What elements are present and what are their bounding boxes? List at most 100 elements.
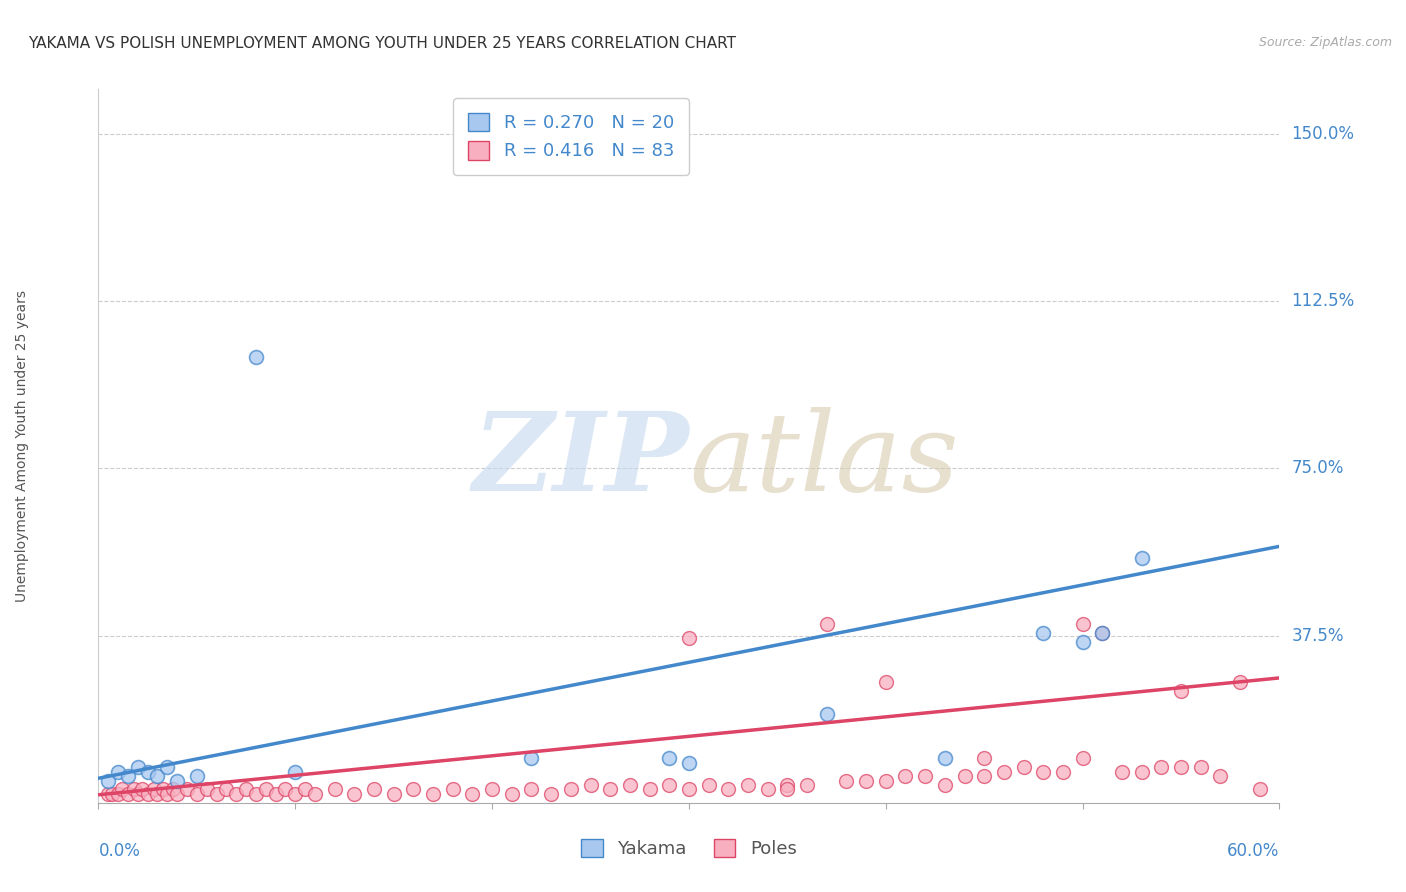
Point	[1052, 764, 1074, 779]
Point	[294, 782, 316, 797]
Text: 0.0%: 0.0%	[98, 842, 141, 860]
Point	[1170, 760, 1192, 774]
Point	[284, 764, 307, 779]
Point	[441, 782, 464, 797]
Point	[953, 769, 976, 783]
Legend: Yakama, Poles: Yakama, Poles	[574, 831, 804, 865]
Point	[776, 778, 799, 792]
Point	[343, 787, 366, 801]
Point	[717, 782, 740, 797]
Point	[264, 787, 287, 801]
Point	[166, 773, 188, 788]
Point	[1189, 760, 1212, 774]
Point	[973, 769, 995, 783]
Point	[122, 782, 145, 797]
Text: 150.0%: 150.0%	[1291, 125, 1354, 143]
Text: 37.5%: 37.5%	[1291, 626, 1344, 645]
Point	[658, 778, 681, 792]
Point	[97, 773, 120, 788]
Point	[599, 782, 621, 797]
Point	[540, 787, 562, 801]
Point	[152, 782, 174, 797]
Text: 75.0%: 75.0%	[1291, 459, 1344, 477]
Point	[579, 778, 602, 792]
Point	[914, 769, 936, 783]
Point	[225, 787, 247, 801]
Point	[756, 782, 779, 797]
Point	[127, 787, 149, 801]
Point	[162, 782, 184, 797]
Point	[97, 787, 120, 801]
Point	[146, 787, 169, 801]
Point	[875, 773, 897, 788]
Point	[245, 350, 267, 364]
Point	[1091, 626, 1114, 640]
Point	[894, 769, 917, 783]
Point	[461, 787, 484, 801]
Point	[382, 787, 405, 801]
Point	[156, 760, 179, 774]
Point	[117, 787, 139, 801]
Point	[142, 782, 165, 797]
Point	[304, 787, 326, 801]
Point	[815, 617, 838, 632]
Point	[678, 631, 700, 645]
Point	[136, 764, 159, 779]
Point	[215, 782, 238, 797]
Point	[638, 782, 661, 797]
Point	[107, 787, 129, 801]
Point	[737, 778, 759, 792]
Point	[422, 787, 444, 801]
Point	[1249, 782, 1271, 797]
Point	[166, 787, 188, 801]
Point	[1111, 764, 1133, 779]
Point	[1032, 626, 1054, 640]
Point	[146, 769, 169, 783]
Point	[1071, 635, 1094, 649]
Point	[254, 782, 277, 797]
Point	[284, 787, 307, 801]
Point	[501, 787, 523, 801]
Point	[1071, 751, 1094, 765]
Text: Source: ZipAtlas.com: Source: ZipAtlas.com	[1258, 36, 1392, 49]
Point	[205, 787, 228, 801]
Point	[481, 782, 503, 797]
Point	[875, 675, 897, 690]
Point	[127, 760, 149, 774]
Point	[235, 782, 257, 797]
Point	[934, 778, 956, 792]
Point	[1130, 764, 1153, 779]
Point	[855, 773, 877, 788]
Point	[186, 769, 208, 783]
Point	[796, 778, 818, 792]
Point	[560, 782, 582, 797]
Point	[363, 782, 385, 797]
Point	[776, 782, 799, 797]
Point	[136, 787, 159, 801]
Point	[176, 782, 198, 797]
Point	[619, 778, 641, 792]
Point	[117, 769, 139, 783]
Point	[1071, 617, 1094, 632]
Text: 60.0%: 60.0%	[1227, 842, 1279, 860]
Text: YAKAMA VS POLISH UNEMPLOYMENT AMONG YOUTH UNDER 25 YEARS CORRELATION CHART: YAKAMA VS POLISH UNEMPLOYMENT AMONG YOUT…	[28, 36, 737, 51]
Point	[993, 764, 1015, 779]
Point	[402, 782, 425, 797]
Text: Unemployment Among Youth under 25 years: Unemployment Among Youth under 25 years	[14, 290, 28, 602]
Point	[186, 787, 208, 801]
Point	[1209, 769, 1232, 783]
Point	[107, 764, 129, 779]
Point	[678, 782, 700, 797]
Point	[678, 756, 700, 770]
Point	[520, 751, 543, 765]
Point	[274, 782, 297, 797]
Point	[815, 706, 838, 721]
Point	[101, 787, 124, 801]
Point	[973, 751, 995, 765]
Point	[131, 782, 153, 797]
Point	[245, 787, 267, 801]
Point	[934, 751, 956, 765]
Point	[1170, 684, 1192, 698]
Point	[1229, 675, 1251, 690]
Point	[1032, 764, 1054, 779]
